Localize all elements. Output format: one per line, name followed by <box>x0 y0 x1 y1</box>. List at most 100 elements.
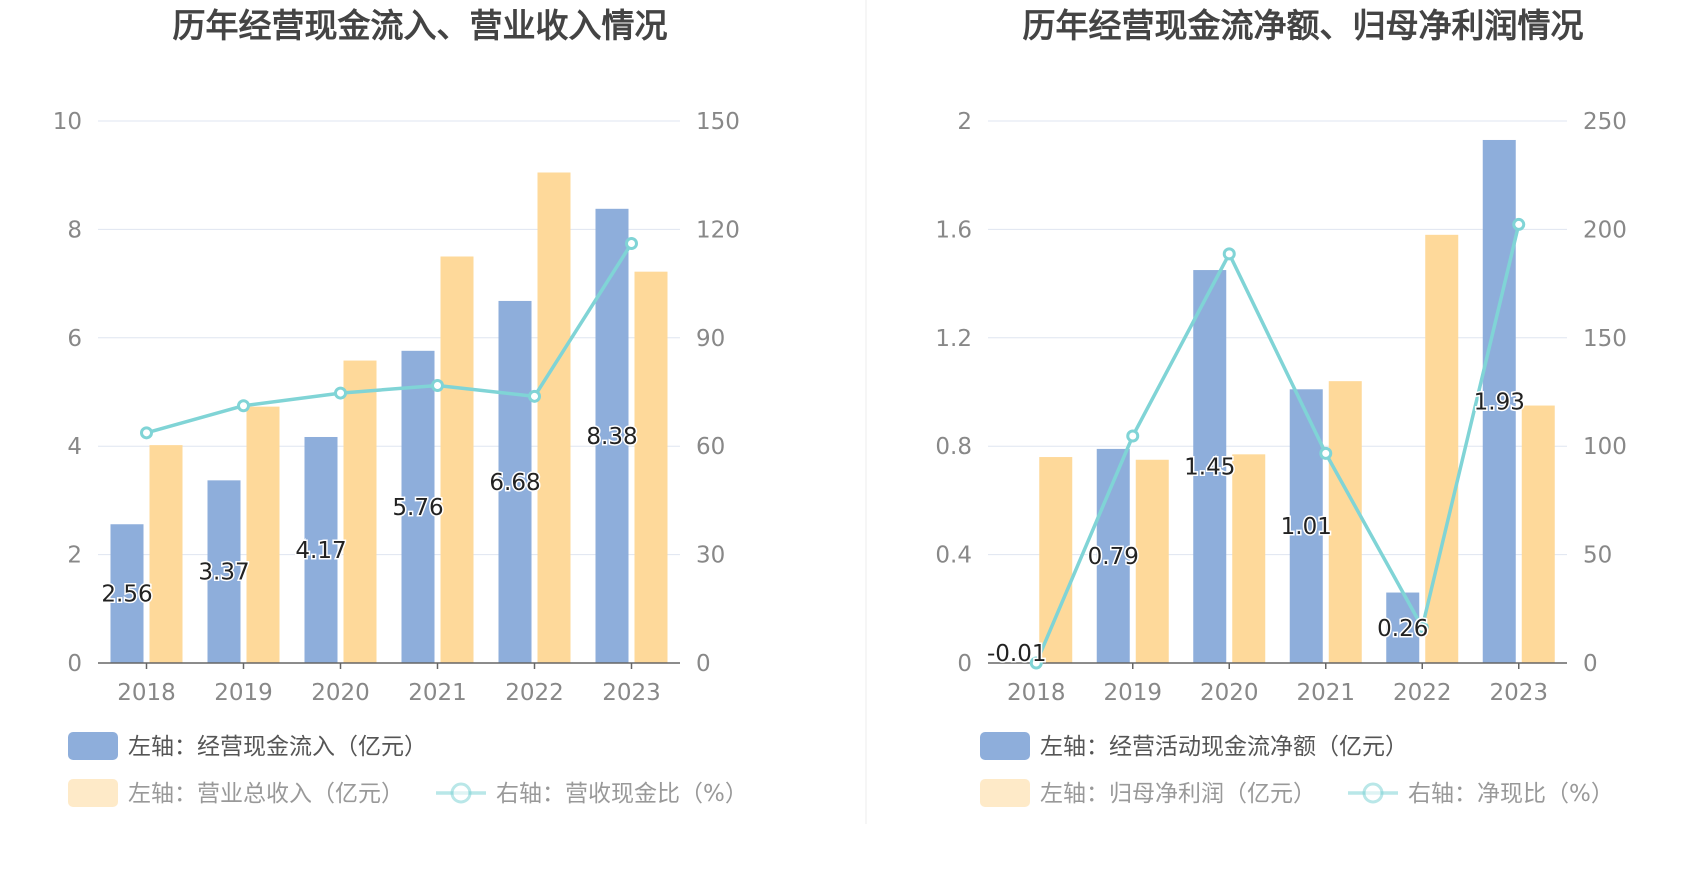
left-axis-tick-label: 1.2 <box>935 326 972 352</box>
bar-primary[interactable] <box>207 480 241 663</box>
left-axis-tick-label: 0.4 <box>935 543 972 569</box>
line-series <box>146 242 633 435</box>
bar-secondary[interactable] <box>1232 454 1266 663</box>
bar-secondary[interactable] <box>1135 459 1169 663</box>
x-axis-tick-label: 2022 <box>1393 680 1452 706</box>
line-series <box>1034 224 1521 664</box>
x-axis-tick-label: 2020 <box>1200 680 1259 706</box>
bar-primary[interactable] <box>1482 139 1516 664</box>
bar-secondary[interactable] <box>1328 381 1362 663</box>
chart-title: 历年经营现金流入、营业收入情况 <box>173 6 668 45</box>
bar-primary[interactable] <box>1193 270 1227 663</box>
line-point[interactable] <box>1319 446 1333 460</box>
right-axis-tick-label: 0 <box>1583 651 1598 677</box>
right-axis-tick-label: 250 <box>1583 109 1627 135</box>
chart-panel-2: 历年经营现金流净额、归母净利润情况 0 0.4 0.8 1.2 1.6 2 0 50 100 150… <box>935 6 1627 807</box>
legend-label[interactable]: 右轴：净现比（%） <box>1408 781 1614 807</box>
right-axis-tick-label: 60 <box>696 434 725 460</box>
left-axis-tick-label: 4 <box>67 434 82 460</box>
bar-value-label: 1.01 <box>1281 514 1332 540</box>
bar-primary[interactable] <box>498 300 532 663</box>
left-axis-tick-label: 1.6 <box>935 217 972 243</box>
bar-value-label: -0.01 <box>987 641 1047 667</box>
right-axis-tick-label: 100 <box>1583 434 1627 460</box>
bar-secondary[interactable] <box>440 256 474 664</box>
x-axis-tick-label: 2019 <box>1103 680 1162 706</box>
line-point[interactable] <box>334 386 347 400</box>
right-axis-tick-label: 50 <box>1583 543 1612 569</box>
line-point[interactable] <box>431 378 444 392</box>
x-axis-tick-label: 2021 <box>408 680 467 706</box>
bar-secondary[interactable] <box>149 445 183 663</box>
right-axis-tick-label: 150 <box>1583 326 1627 352</box>
legend-swatch-bar[interactable] <box>68 732 118 760</box>
right-axis-tick-label: 0 <box>696 651 711 677</box>
chart-panel-1: 历年经营现金流入、营业收入情况 0 2 4 6 8 10 0 30 60 90 120 150 2018 2… <box>53 6 748 807</box>
legend-label[interactable]: 右轴：营收现金比（%） <box>496 781 748 807</box>
bar-value-label: 0.26 <box>1377 616 1428 642</box>
right-axis-tick-label: 150 <box>696 109 740 135</box>
bar-primary[interactable] <box>1386 592 1420 663</box>
bar-secondary[interactable] <box>1039 457 1073 663</box>
legend-label[interactable]: 左轴：经营现金流入（亿元） <box>128 734 427 760</box>
right-axis-tick-label: 120 <box>696 217 740 243</box>
line-point[interactable] <box>140 426 153 440</box>
bar-secondary[interactable] <box>343 360 377 663</box>
chart-title: 历年经营现金流净额、归母净利润情况 <box>1023 6 1584 45</box>
x-axis-tick-label: 2023 <box>1489 680 1548 706</box>
x-axis-tick-label: 2018 <box>1007 680 1066 706</box>
right-axis-tick-label: 90 <box>696 326 725 352</box>
x-axis-tick-label: 2018 <box>117 680 176 706</box>
line-point[interactable] <box>1415 620 1429 634</box>
line-point[interactable] <box>1512 217 1526 231</box>
x-axis-tick-label: 2020 <box>311 680 370 706</box>
legend-swatch-bar[interactable] <box>980 779 1030 807</box>
x-axis-tick-label: 2021 <box>1296 680 1355 706</box>
line-point[interactable] <box>528 389 541 403</box>
line-point[interactable] <box>1029 656 1043 670</box>
bar-primary[interactable] <box>304 436 338 663</box>
bar-secondary[interactable] <box>246 406 280 663</box>
bar-primary[interactable] <box>595 208 629 663</box>
legend-swatch-point <box>1362 782 1384 804</box>
legend: 左轴：经营活动现金流净额（亿元） 左轴：归母净利润（亿元） 右轴：净现比（%） <box>980 732 1614 807</box>
x-axis-tick-label: 2022 <box>505 680 564 706</box>
left-axis-tick-label: 6 <box>67 326 82 352</box>
bar-value-label: 8.38 <box>586 424 637 450</box>
left-axis-tick-label: 8 <box>67 217 82 243</box>
legend-swatch-bar[interactable] <box>68 779 118 807</box>
bar-value-label: 1.45 <box>1184 455 1235 481</box>
bar-value-label: 4.17 <box>295 538 346 564</box>
left-axis-tick-label: 0 <box>67 651 82 677</box>
legend: 左轴：经营现金流入（亿元） 左轴：营业总收入（亿元） 右轴：营收现金比（%） <box>68 732 748 807</box>
right-axis-tick-label: 30 <box>696 543 725 569</box>
line-point[interactable] <box>625 236 638 250</box>
bar-primary[interactable] <box>110 524 144 663</box>
left-axis-tick-label: 0.8 <box>935 434 972 460</box>
left-axis-tick-label: 2 <box>957 109 972 135</box>
bar-secondary[interactable] <box>537 172 571 664</box>
bar-primary[interactable] <box>401 350 435 663</box>
line-point[interactable] <box>1222 247 1236 261</box>
bar-value-label: 2.56 <box>101 582 152 608</box>
bar-value-label: 6.68 <box>489 470 540 496</box>
line-point[interactable] <box>1126 429 1140 443</box>
bar-value-label: 0.79 <box>1088 544 1139 570</box>
left-axis-tick-label: 2 <box>67 543 82 569</box>
bar-value-label: 3.37 <box>198 560 249 586</box>
bar-value-label: 5.76 <box>392 495 443 521</box>
left-axis-tick-label: 10 <box>53 109 82 135</box>
bar-secondary[interactable] <box>1521 405 1555 663</box>
legend-swatch-bar[interactable] <box>980 732 1030 760</box>
bar-secondary[interactable] <box>634 271 668 663</box>
line-point[interactable] <box>237 399 250 413</box>
legend-label[interactable]: 左轴：归母净利润（亿元） <box>1040 781 1316 807</box>
x-axis-tick-label: 2019 <box>214 680 273 706</box>
bar-value-label: 1.93 <box>1474 389 1525 415</box>
left-axis-tick-label: 0 <box>957 651 972 677</box>
legend-label[interactable]: 左轴：营业总收入（亿元） <box>128 781 404 807</box>
x-axis-tick-label: 2023 <box>602 680 661 706</box>
legend-label[interactable]: 左轴：经营活动现金流净额（亿元） <box>1040 734 1408 760</box>
right-axis-tick-label: 200 <box>1583 217 1627 243</box>
